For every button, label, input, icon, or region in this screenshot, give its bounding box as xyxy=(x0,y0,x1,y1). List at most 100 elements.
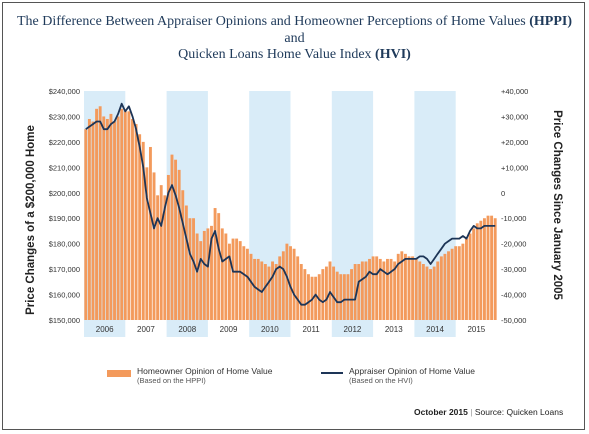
bar xyxy=(407,256,411,320)
left-tick-label: $220,000 xyxy=(49,138,80,147)
bar xyxy=(213,208,217,320)
bar xyxy=(206,228,210,320)
left-axis-title: Price Changes of a $200,000 Home xyxy=(25,125,37,315)
bar xyxy=(378,258,382,320)
bar xyxy=(386,258,389,320)
bar xyxy=(217,213,221,320)
bar xyxy=(202,230,206,320)
bar xyxy=(292,248,296,320)
bar xyxy=(450,248,454,320)
right-tick-label: -50,000 xyxy=(501,316,526,325)
bar xyxy=(235,238,239,320)
bar xyxy=(475,223,479,320)
left-tick-label: $170,000 xyxy=(49,265,80,274)
bar xyxy=(177,169,181,320)
legend-bar-label: Homeowner Opinion of Home Value (Based o… xyxy=(137,366,273,385)
bar xyxy=(468,233,472,320)
bar xyxy=(224,233,228,320)
bar xyxy=(346,274,350,320)
bar xyxy=(271,261,274,320)
bar xyxy=(425,266,429,320)
bar xyxy=(414,258,418,320)
footer-date: October 2015 xyxy=(414,407,468,417)
bar xyxy=(102,116,106,320)
bar xyxy=(87,118,91,320)
year-label: 2006 xyxy=(96,325,114,334)
year-label: 2010 xyxy=(261,325,279,334)
footer-separator: | xyxy=(470,407,473,417)
right-tick-label: +30,000 xyxy=(501,112,528,121)
bar xyxy=(181,190,185,320)
bar xyxy=(454,246,458,320)
bar xyxy=(486,215,490,320)
left-tick-label: $240,000 xyxy=(49,87,80,96)
bar xyxy=(465,238,468,320)
bar xyxy=(479,220,483,320)
legend-line-swatch xyxy=(321,372,343,374)
bar xyxy=(307,274,310,320)
bar xyxy=(457,246,461,320)
right-tick-label: -20,000 xyxy=(501,240,526,249)
bar xyxy=(249,253,253,320)
bar xyxy=(267,266,271,320)
bar xyxy=(166,174,170,320)
bar xyxy=(429,269,433,320)
bar xyxy=(184,205,188,320)
bar xyxy=(263,264,267,320)
bar xyxy=(364,261,368,320)
bar xyxy=(418,261,422,320)
bar xyxy=(447,251,450,320)
chart-title-line2: and xyxy=(284,31,305,46)
bar xyxy=(321,269,325,320)
right-tick-label: -10,000 xyxy=(501,214,526,223)
bar xyxy=(400,251,404,320)
bar xyxy=(296,256,300,320)
bar xyxy=(123,111,127,320)
year-label: 2007 xyxy=(137,325,155,334)
bar xyxy=(432,266,436,320)
bar xyxy=(443,253,447,320)
year-label: 2008 xyxy=(178,325,196,334)
bar xyxy=(357,264,361,320)
bar xyxy=(375,256,379,320)
bar xyxy=(493,218,497,320)
footer: October 2015 | Source: Quicken Loans xyxy=(414,407,563,417)
bar xyxy=(131,118,134,320)
right-tick-label: 0 xyxy=(501,189,505,198)
bar xyxy=(482,218,486,320)
bar xyxy=(314,276,318,320)
bar xyxy=(360,261,364,320)
left-tick-label: $180,000 xyxy=(49,240,80,249)
bar xyxy=(170,154,174,320)
right-tick-label: +10,000 xyxy=(501,163,528,172)
left-tick-label: $200,000 xyxy=(49,189,80,198)
appraiser-line xyxy=(85,102,496,306)
bar xyxy=(439,256,443,320)
footer-source: Source: Quicken Loans xyxy=(474,407,564,417)
bar xyxy=(339,274,343,320)
bar xyxy=(116,116,120,320)
bar xyxy=(285,243,289,320)
right-tick-label: -40,000 xyxy=(501,291,526,300)
bar xyxy=(245,248,249,320)
bar xyxy=(113,121,116,321)
right-tick-label: +40,000 xyxy=(501,87,528,96)
bar xyxy=(403,253,407,320)
bar xyxy=(159,185,163,320)
year-label: 2014 xyxy=(426,325,444,334)
legend-bar-swatch xyxy=(107,370,131,377)
chart-title-line1: The Difference Between Appraiser Opinion… xyxy=(16,14,573,29)
year-label: 2011 xyxy=(303,325,321,334)
bar xyxy=(220,228,224,320)
bar xyxy=(105,118,109,320)
right-tick-label: +20,000 xyxy=(501,138,528,147)
bar xyxy=(393,261,397,320)
bar xyxy=(389,258,393,320)
bar xyxy=(281,251,285,320)
bar xyxy=(84,129,88,320)
bar xyxy=(95,108,99,320)
left-tick-label: $230,000 xyxy=(49,112,80,121)
bar xyxy=(324,266,328,320)
bar xyxy=(192,218,195,320)
